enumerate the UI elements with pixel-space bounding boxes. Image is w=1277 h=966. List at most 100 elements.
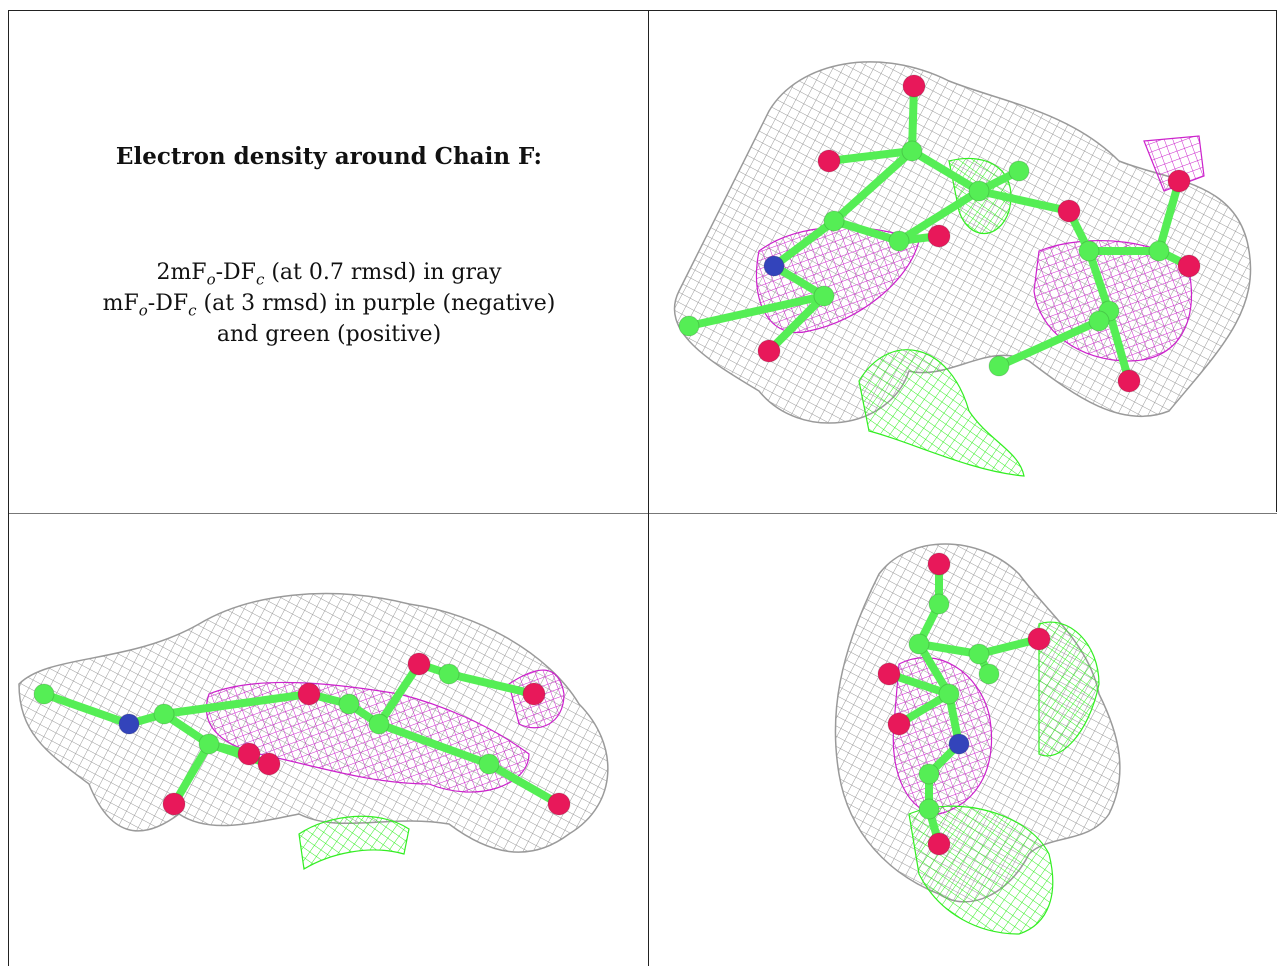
oxygen-atom: [1167, 169, 1191, 193]
green-mesh-bottom: [298, 815, 410, 870]
panel-bottom-right: [649, 514, 1276, 966]
carbon-atom: [678, 315, 700, 337]
carbon-atom: [1088, 310, 1110, 332]
bond: [830, 217, 903, 245]
bond: [975, 187, 1073, 215]
molecule-top-right: [678, 74, 1201, 393]
bond: [375, 720, 493, 768]
nitrogen-atom: [948, 733, 970, 755]
carbon-atom: [813, 285, 835, 307]
caption-line-1-prefix: 2mF: [156, 260, 207, 285]
oxygen-atom: [297, 682, 321, 706]
bond: [685, 292, 828, 330]
carbon-atom: [33, 683, 55, 705]
caption-line-2-prefix: mF: [102, 291, 139, 316]
carbon-atom: [1008, 160, 1030, 182]
carbon-atom: [938, 683, 960, 705]
bond: [485, 760, 563, 808]
caption-line-1-sub-o: o: [206, 270, 216, 289]
carbon-atom: [338, 693, 360, 715]
bond: [445, 670, 538, 698]
carbon-atom: [888, 230, 910, 252]
oxygen-atom: [522, 682, 546, 706]
oxygen-atom: [1027, 627, 1051, 651]
oxygen-atom: [407, 652, 431, 676]
density-view-top-right: [673, 61, 1252, 477]
caption-line-2-suffix: (at 3 rmsd) in purple (negative): [196, 291, 556, 316]
caption-line-1-sub-c: c: [255, 270, 265, 289]
carbon-atom: [198, 733, 220, 755]
carbon-atom: [988, 355, 1010, 377]
oxygen-atom: [902, 74, 926, 98]
bond: [995, 317, 1103, 370]
oxygen-atom: [162, 792, 186, 816]
table-left-rule: [8, 10, 9, 966]
bond: [1105, 307, 1133, 385]
density-view-bottom-left: [18, 592, 609, 870]
bond: [830, 147, 916, 225]
green-mesh-bottom: [858, 349, 1025, 477]
carbon-atom: [368, 713, 390, 735]
carbon-atom: [908, 633, 930, 655]
molecule-bottom-left: [33, 652, 571, 816]
panel-bottom-left: [9, 514, 648, 966]
bond: [40, 690, 133, 728]
carbon-atom: [918, 798, 940, 820]
oxygen-atom: [757, 339, 781, 363]
caption-line-2-sub-o: o: [138, 301, 148, 320]
bond: [895, 187, 983, 245]
purple-mesh-center: [892, 657, 993, 815]
bond: [1085, 247, 1113, 315]
bond: [1155, 177, 1183, 255]
carbon-atom: [901, 140, 923, 162]
caption-body: 2mFo-DFc (at 0.7 rmsd) in gray mFo-DFc (…: [9, 257, 648, 350]
nitrogen-atom: [763, 255, 785, 277]
carbon-atom: [928, 593, 950, 615]
oxygen-atom: [1057, 199, 1081, 223]
carbon-atom: [438, 663, 460, 685]
carbon-atom: [918, 763, 940, 785]
carbon-atom: [1078, 240, 1100, 262]
table-top-rule: [8, 10, 1277, 11]
bond: [825, 147, 916, 165]
carbon-atom: [478, 753, 500, 775]
panel-top-right: [649, 11, 1276, 513]
green-mesh-right: [1038, 621, 1100, 757]
bond: [915, 640, 983, 658]
carbon-atom: [978, 663, 1000, 685]
oxygen-atom: [257, 752, 281, 776]
oxygen-atom: [877, 662, 901, 686]
table-middle-rule: [8, 513, 1277, 514]
density-view-bottom-right: [834, 543, 1121, 935]
oxygen-atom: [1117, 369, 1141, 393]
caption-line-3: and green (positive): [216, 322, 442, 347]
carbon-atom: [968, 180, 990, 202]
bond: [170, 740, 213, 808]
oxygen-atom: [237, 742, 261, 766]
oxygen-atom: [927, 552, 951, 576]
caption-line-1-mid: -DF: [215, 260, 256, 285]
bond: [908, 147, 983, 195]
caption-line-1: 2mFo-DFc (at 0.7 rmsd) in gray: [9, 257, 648, 288]
bond: [375, 660, 423, 728]
oxygen-atom: [817, 149, 841, 173]
table-center-rule: [648, 10, 649, 966]
nitrogen-atom: [118, 713, 140, 735]
bond: [765, 292, 828, 355]
carbon-atom: [968, 643, 990, 665]
caption-line-2: mFo-DFc (at 3 rmsd) in purple (negative): [9, 288, 648, 319]
carbon-atom: [823, 210, 845, 232]
oxygen-atom: [927, 224, 951, 248]
molecule-bottom-right: [877, 552, 1051, 856]
carbon-atom: [1148, 240, 1170, 262]
caption-title: Electron density around Chain F:: [115, 143, 543, 170]
oxygen-atom: [927, 832, 951, 856]
oxygen-atom: [1177, 254, 1201, 278]
bond: [770, 217, 838, 270]
caption-line-2-sub-c: c: [188, 301, 197, 320]
caption-line-2-mid: -DF: [147, 291, 189, 316]
caption-cell: Electron density around Chain F: 2mFo-DF…: [9, 11, 648, 513]
carbon-atom: [153, 703, 175, 725]
caption-line-1-suffix: (at 0.7 rmsd) in gray: [264, 260, 502, 285]
